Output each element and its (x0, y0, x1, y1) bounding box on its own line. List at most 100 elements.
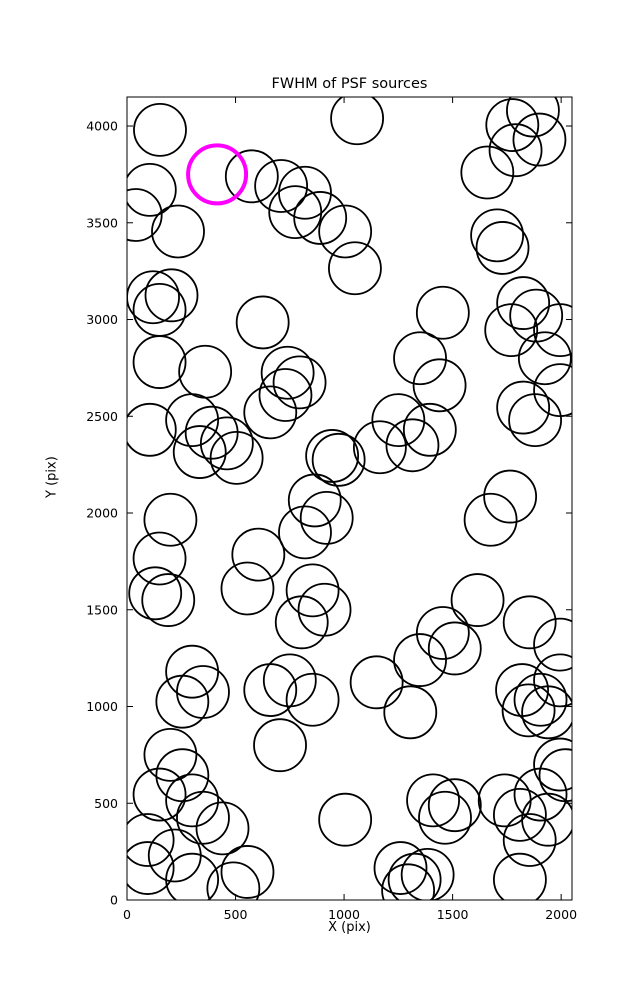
psf-source-circle (127, 841, 175, 895)
psf-source-circle (141, 573, 196, 627)
psf-source-circle (383, 685, 438, 740)
psf-source-circle (209, 430, 264, 485)
psf-source-circle (328, 241, 382, 296)
psf-source-circle (272, 355, 327, 410)
psf-source-circle (485, 98, 540, 152)
psf-source-circle (427, 778, 482, 833)
psf-source-circle (293, 191, 348, 245)
y-tick-label: 1500 (86, 602, 118, 617)
psf-source-circle (199, 416, 254, 471)
ticks-group: 0 500 1000 1500 2000 0 500 1000 1500 2000 2500 3000… (86, 97, 577, 922)
x-tick-label: 1500 (437, 907, 469, 922)
psf-source-circle (299, 490, 354, 545)
psf-source-circle (517, 331, 572, 386)
axes-box (126, 96, 573, 901)
psf-source-circle (330, 97, 384, 146)
psf-source-circle (285, 672, 340, 727)
psf-source-circle (176, 665, 230, 719)
psf-source-circle (206, 861, 261, 900)
psf-source-circle (172, 425, 227, 479)
psf-source-circle (533, 303, 572, 358)
psf-source-circle (176, 790, 230, 845)
psf-source-circle (463, 492, 518, 547)
psf-source-circle (165, 393, 220, 448)
psf-source-circle (373, 841, 428, 895)
psf-source-circle (415, 285, 470, 340)
psf-source-circle (352, 420, 407, 475)
psf-source-circle (132, 767, 187, 822)
psf-source-circle (412, 358, 467, 413)
psf-source-circle (132, 282, 187, 337)
psf-source-circle (387, 852, 442, 900)
x-tick-label: 2000 (545, 907, 577, 922)
x-tick-label: 0 (123, 907, 131, 922)
psf-source-circle (165, 773, 220, 828)
psf-source-circle (147, 828, 202, 883)
psf-source-circle (254, 159, 309, 213)
psf-source-circle (371, 393, 426, 448)
psf-source-circle (483, 469, 538, 524)
x-axis-label: X (pix) (328, 920, 371, 935)
psf-source-circle (502, 813, 557, 867)
x-tick-label: 500 (224, 907, 248, 922)
psf-source-circle (311, 432, 366, 487)
psf-source-circle (538, 748, 572, 803)
psf-source-circle (488, 123, 543, 178)
y-tick-label: 2000 (86, 506, 118, 521)
chart-title: FWHM of PSF sources (271, 76, 428, 92)
psf-source-circle (406, 773, 460, 828)
psf-source-circle (506, 97, 560, 138)
psf-source-circle (287, 473, 342, 528)
psf-source-circle (502, 595, 557, 650)
psf-source-circle (253, 718, 307, 773)
psf-source-circle (460, 145, 515, 200)
psf-source-circle (418, 790, 472, 845)
psf-source-circle (132, 531, 187, 586)
psf-source-circle (268, 185, 323, 240)
psf-source-circle (133, 102, 187, 157)
psf-source-circle (385, 418, 440, 473)
psf-source-circle (165, 644, 220, 699)
psf-source-circle (470, 208, 525, 263)
psf-source-circle (132, 335, 187, 389)
y-tick-label: 4000 (86, 119, 118, 134)
psf-source-circle (155, 674, 210, 729)
psf-circles-group (127, 97, 572, 900)
psf-source-circle (475, 221, 530, 275)
psf-source-circle (427, 621, 482, 676)
psf-source-circle (415, 606, 470, 660)
psf-source-circle (258, 368, 313, 422)
y-tick-label: 3500 (86, 215, 118, 230)
psf-source-circle (508, 393, 562, 448)
psf-source-circle (128, 566, 183, 621)
psf-source-circle (484, 303, 539, 358)
psf-source-circle (178, 344, 233, 399)
psf-source-circle (402, 402, 457, 457)
psf-source-circle (220, 845, 275, 899)
psf-source-circle (127, 402, 177, 457)
highlighted-psf-circle (186, 143, 249, 206)
psf-source-circle (533, 617, 572, 672)
psf-source-circle (260, 345, 315, 400)
psf-source-circle (400, 847, 455, 900)
psf-source-circle (262, 653, 317, 708)
psf-source-circle (231, 527, 286, 582)
psf-source-circle (496, 276, 551, 330)
y-tick-label: 1000 (86, 699, 118, 714)
psf-source-circle (533, 653, 572, 708)
psf-source-circle (318, 204, 373, 259)
x-tick-label: 1000 (328, 907, 360, 922)
psf-source-circle (224, 149, 279, 204)
psf-source-circle (143, 492, 198, 547)
y-tick-label: 0 (110, 893, 118, 908)
psf-source-circle (496, 380, 551, 435)
psf-source-circle (151, 204, 205, 259)
psf-source-circle (285, 563, 340, 618)
psf-source-circle (521, 685, 572, 740)
psf-source-circle (127, 813, 175, 867)
psf-source-circle (381, 863, 436, 900)
psf-source-circle (278, 505, 332, 560)
psf-source-circle (274, 595, 329, 650)
